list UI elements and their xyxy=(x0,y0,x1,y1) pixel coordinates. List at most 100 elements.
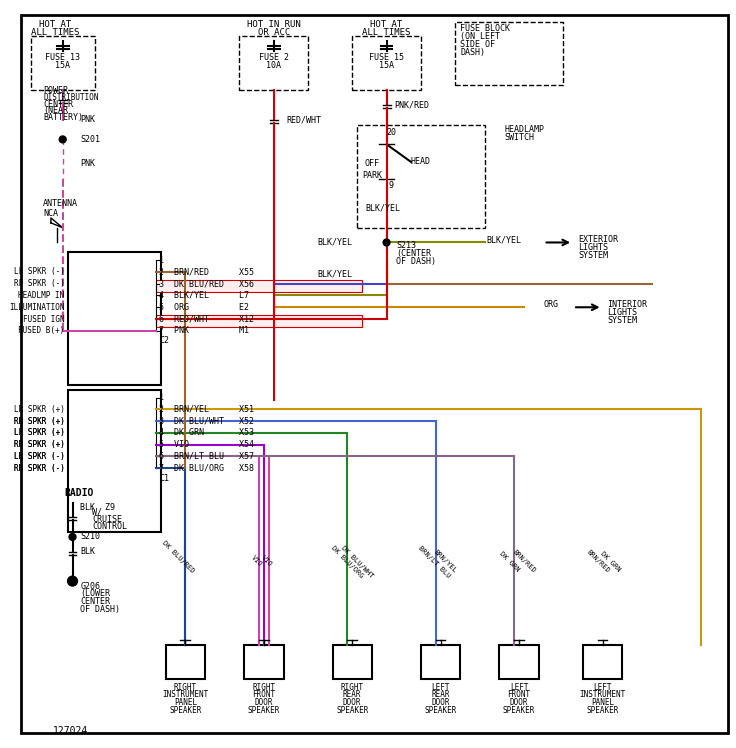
Text: LR SPKR (+): LR SPKR (+) xyxy=(14,405,65,414)
Text: LEFT: LEFT xyxy=(431,683,450,692)
Text: (NEAR: (NEAR xyxy=(43,106,68,115)
Text: 2  BRN/YEL      X51: 2 BRN/YEL X51 xyxy=(159,405,254,414)
Bar xyxy=(333,645,372,679)
Text: PANEL: PANEL xyxy=(591,699,614,708)
Text: 4  BLK/YEL      L7: 4 BLK/YEL L7 xyxy=(159,291,249,300)
Text: LR SPKR (-): LR SPKR (-) xyxy=(14,452,65,461)
Text: 6  BRN/LT BLU   X57: 6 BRN/LT BLU X57 xyxy=(159,452,254,461)
Text: DK BLU/ORG: DK BLU/ORG xyxy=(330,545,364,579)
Text: OF DASH): OF DASH) xyxy=(397,257,436,266)
Text: C1: C1 xyxy=(159,473,169,482)
Text: EXTERIOR: EXTERIOR xyxy=(578,235,618,244)
Text: RF SPKR (+): RF SPKR (+) xyxy=(14,440,65,449)
Text: REAR: REAR xyxy=(431,690,450,699)
Bar xyxy=(500,645,539,679)
Bar xyxy=(32,37,95,91)
Text: HEAD: HEAD xyxy=(411,158,431,167)
Text: SPEAKER: SPEAKER xyxy=(587,706,619,715)
Text: FUSED IGN: FUSED IGN xyxy=(23,315,65,324)
Text: PANEL: PANEL xyxy=(174,699,197,708)
Text: REAR: REAR xyxy=(343,690,361,699)
Text: VIO: VIO xyxy=(250,555,263,568)
Text: LF SPKR (-): LF SPKR (-) xyxy=(14,268,65,277)
Bar xyxy=(583,645,622,679)
Bar xyxy=(68,390,161,532)
Text: HEADLAMP: HEADLAMP xyxy=(504,125,545,134)
Text: DK BLU/WHT: DK BLU/WHT xyxy=(340,545,375,579)
Text: LIGHTS: LIGHTS xyxy=(578,243,608,252)
Text: SIDE OF: SIDE OF xyxy=(460,40,495,49)
Text: RR SPKR (-): RR SPKR (-) xyxy=(14,464,65,473)
Bar xyxy=(421,645,460,679)
Text: DK GRN: DK GRN xyxy=(599,551,621,573)
Text: ALL TIMES: ALL TIMES xyxy=(362,28,411,37)
Text: DOOR: DOOR xyxy=(431,699,450,708)
Text: DK BLU/RED: DK BLU/RED xyxy=(161,539,196,574)
Text: 127024: 127024 xyxy=(53,726,88,736)
Text: NCA: NCA xyxy=(43,209,58,218)
Text: 3  DK BLU/RED   X56: 3 DK BLU/RED X56 xyxy=(159,279,254,288)
Text: LF SPKR (+): LF SPKR (+) xyxy=(14,429,65,438)
Text: 1: 1 xyxy=(159,256,164,265)
Text: CENTER: CENTER xyxy=(43,99,73,108)
Text: RR SPKR (+): RR SPKR (+) xyxy=(14,417,65,426)
Text: FRONT: FRONT xyxy=(252,690,275,699)
Text: LIGHTS: LIGHTS xyxy=(607,307,637,316)
Text: HOT IN RUN: HOT IN RUN xyxy=(247,20,300,29)
Circle shape xyxy=(68,576,77,586)
Text: FUSE 2: FUSE 2 xyxy=(259,53,289,63)
Text: 15A: 15A xyxy=(55,61,70,70)
Text: BLK: BLK xyxy=(80,547,96,557)
Text: PARK: PARK xyxy=(362,171,382,180)
Text: CENTER: CENTER xyxy=(80,597,110,606)
Text: ORG: ORG xyxy=(544,300,559,309)
Text: ILLUMINATION: ILLUMINATION xyxy=(9,303,65,312)
Text: SPEAKER: SPEAKER xyxy=(248,706,280,715)
Text: CONTROL: CONTROL xyxy=(92,521,127,530)
Text: DOOR: DOOR xyxy=(255,699,273,708)
Bar xyxy=(166,645,205,679)
Text: BRN/LT BLU: BRN/LT BLU xyxy=(417,545,451,579)
Text: SYSTEM: SYSTEM xyxy=(607,316,637,325)
Text: FUSE BLOCK: FUSE BLOCK xyxy=(460,24,510,33)
Circle shape xyxy=(383,239,390,246)
Text: OR ACC: OR ACC xyxy=(258,28,290,37)
Text: SWITCH: SWITCH xyxy=(504,133,534,142)
Text: OF DASH): OF DASH) xyxy=(80,605,121,614)
Text: G206: G206 xyxy=(80,581,100,590)
Text: 20: 20 xyxy=(386,128,397,137)
Text: RADIO: RADIO xyxy=(65,488,94,497)
Text: RR SPKR (-): RR SPKR (-) xyxy=(14,464,65,473)
Text: LF SPKR (+): LF SPKR (+) xyxy=(14,429,65,438)
Text: 6  RED/WHT      X12: 6 RED/WHT X12 xyxy=(159,315,254,324)
Circle shape xyxy=(60,136,66,143)
Bar xyxy=(239,37,308,91)
Text: 2  BRN/RED      X55: 2 BRN/RED X55 xyxy=(159,268,254,277)
Text: BLK  Z9: BLK Z9 xyxy=(80,503,116,512)
Text: INSTRUMENT: INSTRUMENT xyxy=(579,690,626,699)
Text: RIGHT: RIGHT xyxy=(341,683,364,692)
Text: HOT AT: HOT AT xyxy=(39,20,71,29)
Text: 3  DK BLU/WHT   X52: 3 DK BLU/WHT X52 xyxy=(159,417,254,426)
Text: HEADLMP IN: HEADLMP IN xyxy=(18,291,65,300)
Text: 5  VIO          X54: 5 VIO X54 xyxy=(159,440,254,449)
Text: 5  ORG          E2: 5 ORG E2 xyxy=(159,303,249,312)
Text: PNK/RED: PNK/RED xyxy=(394,100,429,109)
Text: DK GRN: DK GRN xyxy=(498,551,520,573)
Text: CRUISE: CRUISE xyxy=(92,515,122,524)
Text: W/: W/ xyxy=(92,508,102,517)
Bar xyxy=(357,125,485,227)
Text: BATTERY): BATTERY) xyxy=(43,114,83,123)
Text: HOT AT: HOT AT xyxy=(370,20,403,29)
Text: FUSE 15: FUSE 15 xyxy=(369,53,404,63)
Text: RF SPKR (-): RF SPKR (-) xyxy=(14,279,65,288)
Text: RIGHT: RIGHT xyxy=(174,683,197,692)
Text: BLK/YEL: BLK/YEL xyxy=(486,235,522,244)
Text: PNK: PNK xyxy=(80,159,96,168)
Text: 7  PNK          M1: 7 PNK M1 xyxy=(159,326,249,335)
Text: FUSE 13: FUSE 13 xyxy=(45,53,80,63)
Text: 7  DK BLU/ORG   X58: 7 DK BLU/ORG X58 xyxy=(159,464,254,473)
Text: S213: S213 xyxy=(397,241,417,250)
Bar xyxy=(68,252,161,384)
Text: LEFT: LEFT xyxy=(593,683,612,692)
